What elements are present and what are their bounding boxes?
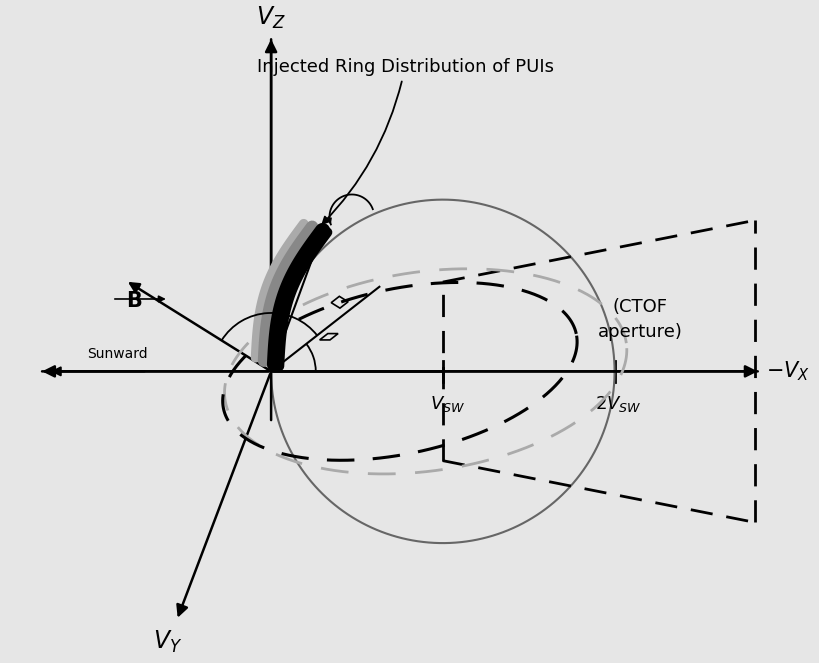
Text: Injected Ring Distribution of PUIs: Injected Ring Distribution of PUIs bbox=[256, 58, 553, 223]
Text: (CTOF
aperture): (CTOF aperture) bbox=[597, 298, 682, 341]
Text: $V_{SW}$: $V_{SW}$ bbox=[430, 394, 465, 414]
Text: $\vec{\mathbf{B}}$: $\vec{\mathbf{B}}$ bbox=[126, 286, 143, 312]
Text: $-V_X$: $-V_X$ bbox=[765, 359, 808, 383]
Text: $V_Y$: $V_Y$ bbox=[153, 629, 183, 655]
Text: $V_Z$: $V_Z$ bbox=[256, 5, 286, 31]
Text: $2V_{SW}$: $2V_{SW}$ bbox=[594, 394, 640, 414]
Text: Sunward: Sunward bbox=[87, 347, 147, 361]
